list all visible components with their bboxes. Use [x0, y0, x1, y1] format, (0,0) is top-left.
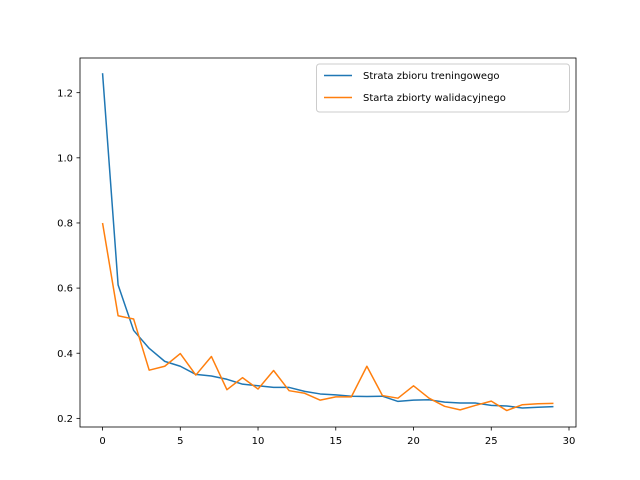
y-tick-label: 0.6	[57, 284, 73, 295]
y-tick-label: 1.2	[57, 88, 73, 99]
x-tick-label: 25	[485, 436, 498, 447]
x-tick-label: 10	[252, 436, 265, 447]
x-tick-label: 20	[407, 436, 420, 447]
series-layer	[101, 73, 554, 412]
x-tick-label: 15	[329, 436, 342, 447]
legend-label-training: Strata zbioru treningowego	[363, 71, 500, 82]
legend-box	[316, 63, 570, 113]
x-tick-label: 5	[177, 436, 183, 447]
series-line-validation	[101, 222, 554, 412]
y-tick-label: 0.8	[57, 219, 73, 230]
legend-label-validation: Starta zbiorty walidacyjnego	[363, 93, 506, 104]
y-tick-label: 0.2	[57, 414, 73, 425]
legend: Strata zbioru treningowego Starta zbiort…	[316, 63, 570, 113]
series-line-training	[101, 73, 554, 409]
y-tick-label: 1.0	[57, 153, 73, 164]
y-tick-label: 0.4	[57, 349, 73, 360]
y-axis: 0.2 0.4 0.6 0.8 1.0 1.2	[57, 88, 80, 425]
x-tick-label: 0	[99, 436, 105, 447]
plot-area-frame	[79, 57, 577, 428]
x-axis: 0 5 10 15 20 25 30	[99, 427, 575, 447]
x-tick-label: 30	[563, 436, 576, 447]
